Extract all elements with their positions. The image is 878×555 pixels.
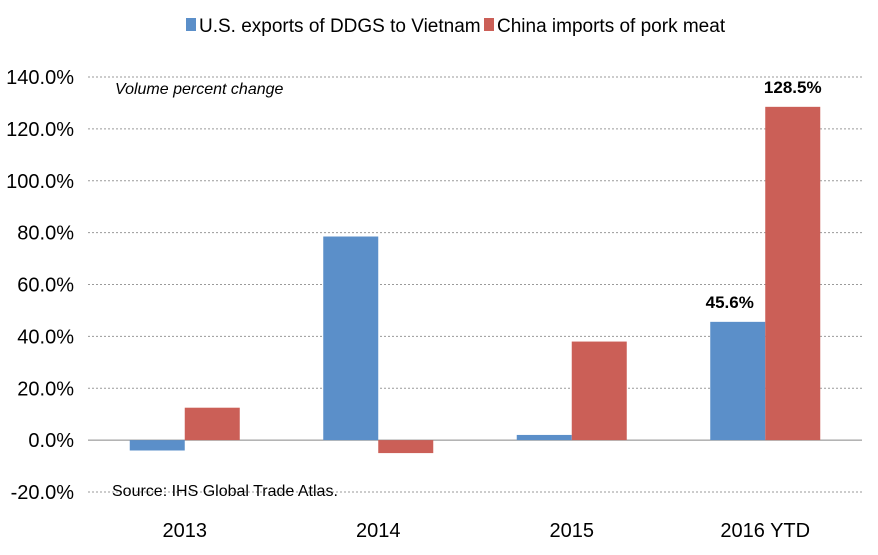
bar-ddgs-2013 bbox=[129, 440, 185, 451]
y-tick-label: 60.0% bbox=[17, 275, 74, 297]
legend-swatch-pork bbox=[484, 18, 494, 31]
bar-pork-2015 bbox=[571, 341, 627, 441]
y-tick-label: 100.0% bbox=[6, 171, 74, 193]
x-category-label: 2015 bbox=[550, 520, 595, 542]
source-note: Source: IHS Global Trade Atlas. bbox=[112, 483, 338, 500]
bar-ddgs-2014 bbox=[323, 236, 379, 441]
y-tick-label: 80.0% bbox=[17, 223, 74, 245]
bar-ddgs-2015 bbox=[516, 434, 572, 441]
bar-ddgs-2016-ytd bbox=[710, 321, 766, 441]
y-tick-label: 40.0% bbox=[17, 326, 74, 348]
y-tick-label: 0.0% bbox=[28, 430, 74, 452]
legend-swatch-ddgs bbox=[186, 18, 196, 31]
y-tick-label: 20.0% bbox=[17, 378, 74, 400]
legend: U.S. exports of DDGS to Vietnam China im… bbox=[186, 16, 726, 37]
data-labels: 45.6% 128.5% bbox=[706, 78, 822, 312]
x-axis-category-labels: 2013 2014 2015 2016 YTD bbox=[163, 520, 811, 542]
data-label: 45.6% bbox=[706, 293, 754, 312]
x-category-label: 2014 bbox=[356, 520, 401, 542]
y-tick-label: 120.0% bbox=[6, 119, 74, 141]
chart-subtitle: Volume percent change bbox=[115, 81, 284, 98]
y-tick-label: 140.0% bbox=[6, 67, 74, 89]
bars bbox=[129, 106, 821, 454]
legend-label-pork: China imports of pork meat bbox=[497, 16, 726, 37]
bar-pork-2013 bbox=[184, 407, 240, 441]
x-category-label: 2016 YTD bbox=[720, 520, 810, 542]
y-axis-tick-labels: 140.0% 120.0% 100.0% 80.0% 60.0% 40.0% 20.0% 0.… bbox=[6, 67, 74, 504]
x-category-label: 2013 bbox=[163, 520, 208, 542]
y-tick-label: -20.0% bbox=[11, 482, 75, 504]
legend-label-ddgs: U.S. exports of DDGS to Vietnam bbox=[199, 16, 481, 37]
data-label: 128.5% bbox=[764, 78, 822, 97]
bar-pork-2014 bbox=[378, 440, 434, 454]
bar-pork-2016-ytd bbox=[765, 106, 821, 441]
